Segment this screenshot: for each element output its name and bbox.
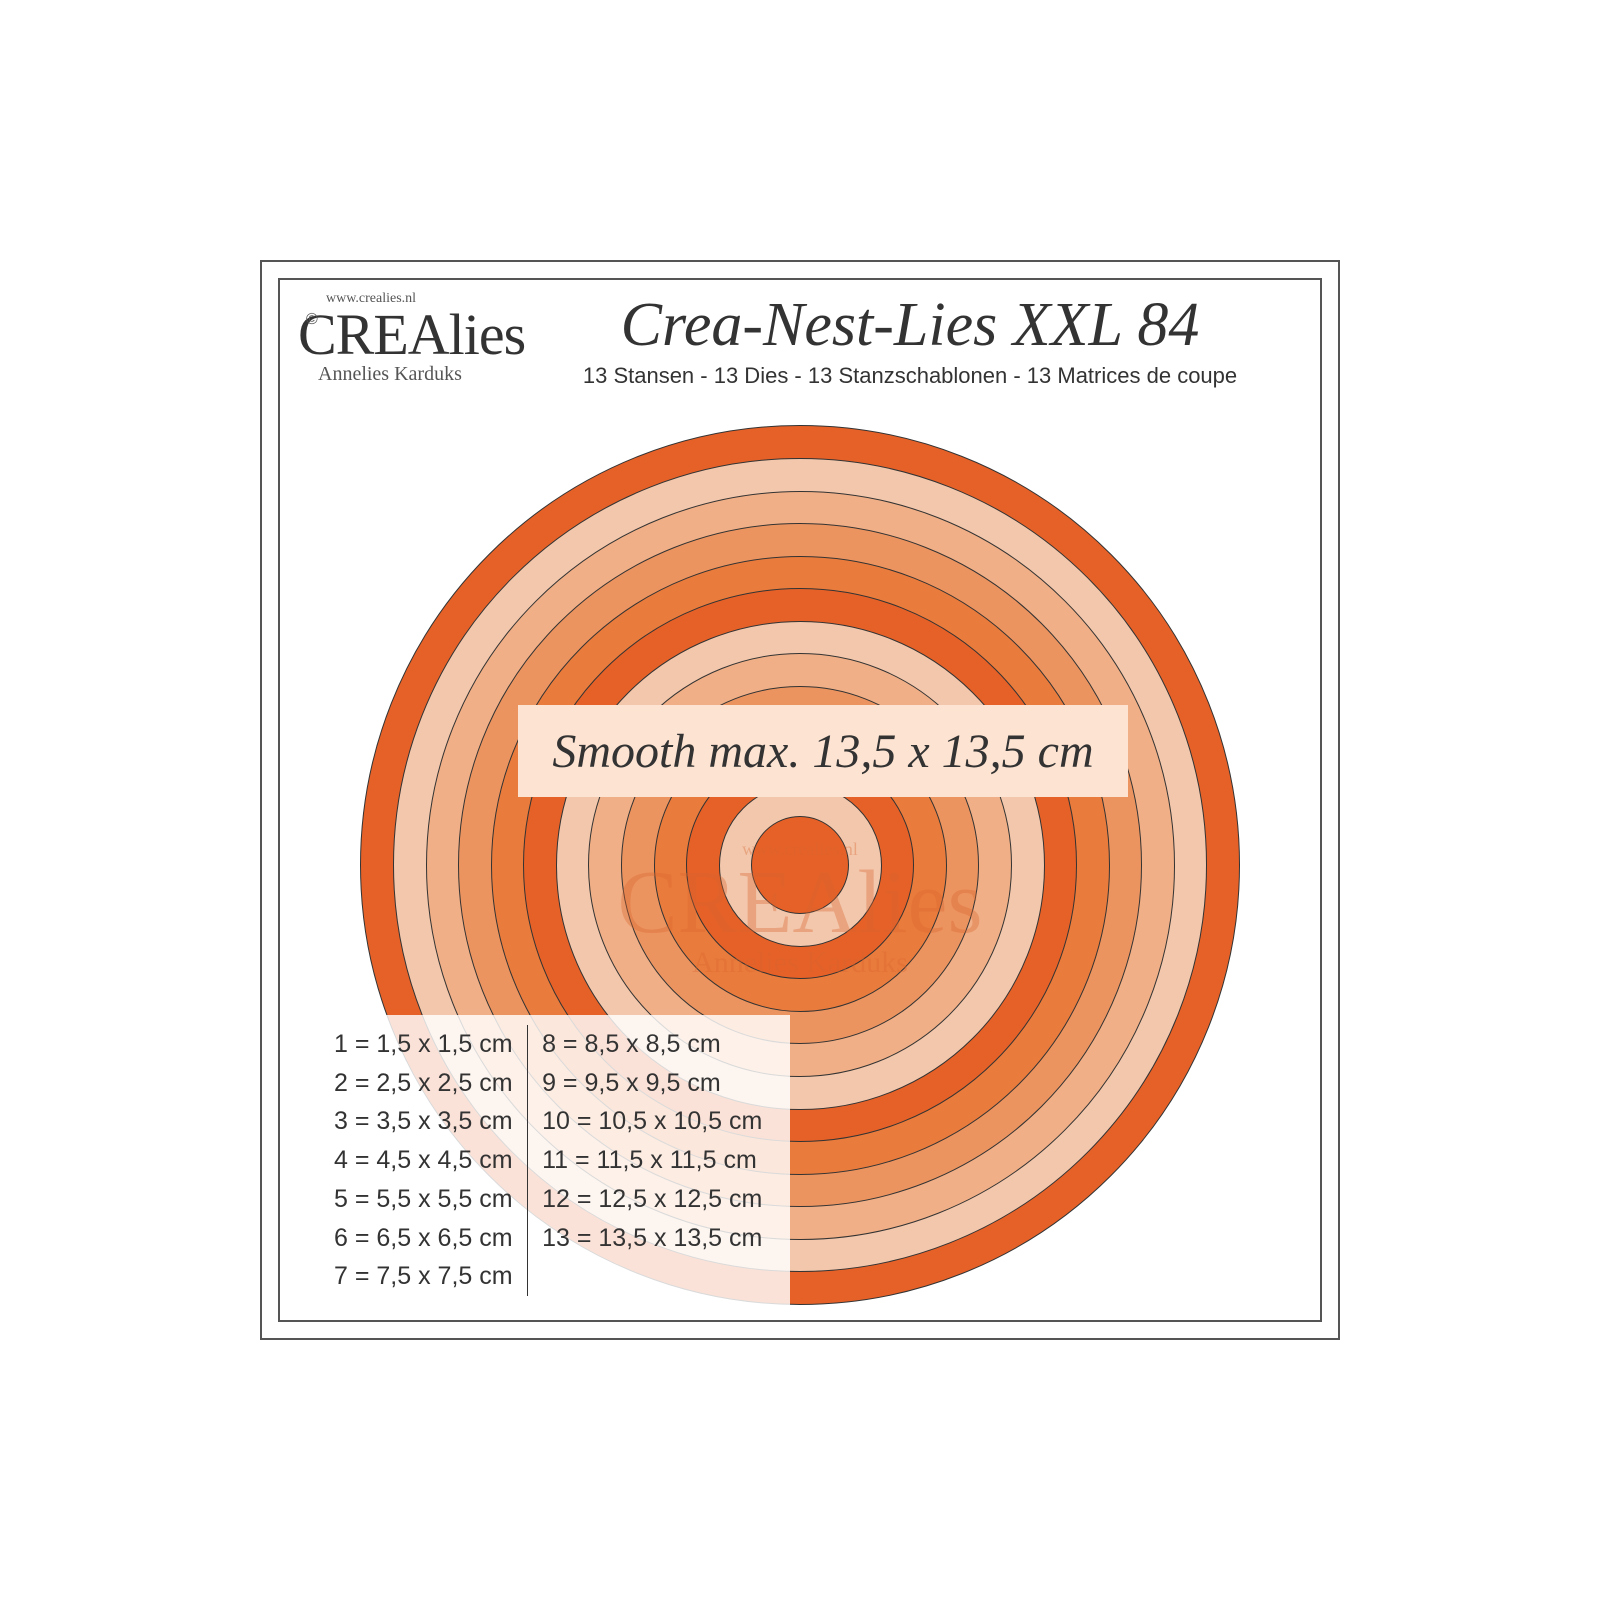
size-entry: 3 = 3,5 x 3,5 cm (334, 1102, 513, 1141)
logo-name: CREAlies (298, 306, 508, 364)
inner-border: © www.crealies.nl CREAlies Annelies Kard… (278, 278, 1322, 1322)
dimension-overlay: Smooth max. 13,5 x 13,5 cm (518, 705, 1128, 797)
copyright-mark: © (306, 312, 318, 328)
size-entry: 6 = 6,5 x 6,5 cm (334, 1219, 513, 1258)
size-entry: 5 = 5,5 x 5,5 cm (334, 1180, 513, 1219)
size-entry: 10 = 10,5 x 10,5 cm (542, 1102, 762, 1141)
ring (751, 816, 849, 914)
size-entry: 7 = 7,5 x 7,5 cm (334, 1257, 513, 1296)
brand-logo: © www.crealies.nl CREAlies Annelies Kard… (298, 292, 508, 384)
size-entry: 4 = 4,5 x 4,5 cm (334, 1141, 513, 1180)
sizes-column-1: 1 = 1,5 x 1,5 cm2 = 2,5 x 2,5 cm3 = 3,5 … (320, 1025, 527, 1296)
size-entry: 11 = 11,5 x 11,5 cm (542, 1141, 762, 1180)
size-entry: 13 = 13,5 x 13,5 cm (542, 1219, 762, 1258)
logo-author: Annelies Karduks (318, 364, 508, 384)
title-block: Crea-Nest-Lies XXL 84 13 Stansen - 13 Di… (510, 290, 1310, 389)
size-entry: 9 = 9,5 x 9,5 cm (542, 1064, 762, 1103)
sizes-column-2: 8 = 8,5 x 8,5 cm9 = 9,5 x 9,5 cm10 = 10,… (528, 1025, 776, 1296)
dimension-text: Smooth max. 13,5 x 13,5 cm (552, 724, 1093, 779)
size-entry: 1 = 1,5 x 1,5 cm (334, 1025, 513, 1064)
product-card: © www.crealies.nl CREAlies Annelies Kard… (260, 260, 1340, 1340)
size-entry: 2 = 2,5 x 2,5 cm (334, 1064, 513, 1103)
product-title: Crea-Nest-Lies XXL 84 (510, 290, 1310, 361)
size-entry: 8 = 8,5 x 8,5 cm (542, 1025, 762, 1064)
size-entry: 12 = 12,5 x 12,5 cm (542, 1180, 762, 1219)
sizes-table: 1 = 1,5 x 1,5 cm2 = 2,5 x 2,5 cm3 = 3,5 … (310, 1015, 790, 1306)
product-subtitle: 13 Stansen - 13 Dies - 13 Stanzschablone… (510, 363, 1310, 389)
